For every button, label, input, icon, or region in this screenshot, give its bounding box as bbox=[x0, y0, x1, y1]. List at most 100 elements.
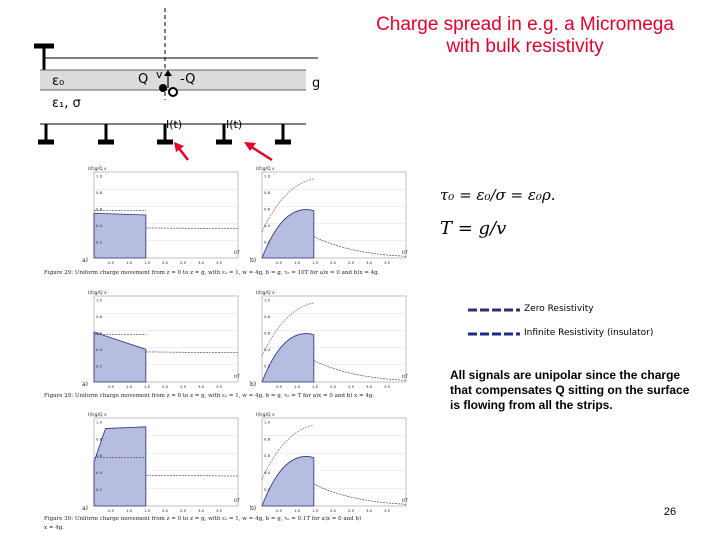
x-axis-label: t/T bbox=[234, 498, 240, 504]
strip-ground-symbols bbox=[38, 124, 291, 145]
title-line-2: with bulk resistivity bbox=[446, 36, 604, 57]
equation-T: T = g/v bbox=[440, 218, 507, 239]
figure-caption-2: Figure 29: Uniform charge movement from … bbox=[44, 393, 375, 399]
x-tick-label: 3.5 bbox=[216, 384, 223, 389]
label-epsilon0: ε₀ bbox=[52, 74, 65, 89]
y-tick-label: 1.0 bbox=[96, 419, 103, 424]
dashed-curve bbox=[145, 227, 239, 230]
x-tick-label: 3.5 bbox=[384, 384, 391, 389]
title-line-1: Charge spread in e.g. a Micromega bbox=[376, 14, 674, 35]
y-tick-label: 1.0 bbox=[96, 173, 103, 178]
y-axis-label: I(t)g/Q v bbox=[88, 290, 107, 296]
y-tick-label: 0.6 bbox=[96, 453, 103, 458]
label-velocity: v bbox=[156, 68, 163, 81]
x-tick-label: 2.0 bbox=[330, 508, 337, 513]
y-tick-label: 0.2 bbox=[96, 239, 103, 244]
x-axis-label: t/T bbox=[402, 498, 408, 504]
x-tick-label: 3.5 bbox=[384, 508, 391, 513]
y-tick-label: 0.6 bbox=[264, 453, 271, 458]
y-tick-label: 0.8 bbox=[264, 190, 271, 195]
label-current-right: I(t) bbox=[226, 118, 243, 131]
y-tick-label: 0.2 bbox=[96, 487, 103, 492]
y-tick-label: 0.4 bbox=[96, 223, 103, 228]
panel-label: a) bbox=[82, 381, 88, 388]
label-charge-neg-q: -Q bbox=[180, 72, 196, 87]
y-tick-label: 0.4 bbox=[96, 347, 103, 352]
panel-label: a) bbox=[82, 505, 88, 512]
signal-area bbox=[261, 456, 315, 507]
x-tick-label: 1.5 bbox=[144, 260, 151, 265]
x-tick-label: 2.5 bbox=[348, 508, 355, 513]
x-tick-label: 1.0 bbox=[294, 260, 301, 265]
x-tick-label: 3.0 bbox=[198, 384, 205, 389]
y-tick-label: 0.2 bbox=[264, 487, 271, 492]
explanation-note: All signals are unipolar since the charg… bbox=[450, 368, 690, 412]
dashed-curve bbox=[261, 302, 314, 357]
y-tick-label: 0.6 bbox=[96, 206, 103, 211]
panel-label: b) bbox=[250, 257, 256, 264]
dashed-curve bbox=[313, 236, 407, 257]
signal-area bbox=[93, 212, 147, 259]
x-tick-label: 3.0 bbox=[198, 508, 205, 513]
y-tick-label: 0.6 bbox=[264, 206, 271, 211]
x-tick-label: 2.5 bbox=[180, 260, 187, 265]
y-axis-label: I(t)g/Q v bbox=[88, 166, 107, 172]
x-tick-label: 1.0 bbox=[294, 384, 301, 389]
figure-caption-3b: x = 4g. bbox=[44, 525, 64, 531]
x-tick-label: 1.5 bbox=[144, 508, 151, 513]
y-tick-label: 0.8 bbox=[96, 314, 103, 319]
dashed-curve bbox=[313, 360, 407, 381]
x-tick-label: 2.0 bbox=[330, 384, 337, 389]
x-tick-label: 3.5 bbox=[216, 260, 223, 265]
panel-label: b) bbox=[250, 381, 256, 388]
x-tick-label: 2.5 bbox=[180, 508, 187, 513]
y-axis-label: I(t)g/Q v bbox=[88, 412, 107, 418]
dashed-curve bbox=[261, 424, 314, 480]
top-ground-symbol bbox=[34, 43, 54, 70]
x-axis-label: t/T bbox=[402, 250, 408, 256]
y-tick-label: 0.8 bbox=[264, 436, 271, 441]
figure-caption-1: Figure 29: Uniform charge movement from … bbox=[44, 270, 380, 276]
panel-label: b) bbox=[250, 505, 256, 512]
x-tick-label: 3.0 bbox=[198, 260, 205, 265]
legend-lines bbox=[468, 308, 520, 336]
x-tick-label: 1.5 bbox=[312, 384, 319, 389]
x-tick-label: 3.5 bbox=[216, 508, 223, 513]
signal-area bbox=[93, 426, 147, 507]
y-tick-label: 0.2 bbox=[96, 363, 103, 368]
x-tick-label: 1.5 bbox=[312, 260, 319, 265]
x-tick-label: 2.5 bbox=[348, 384, 355, 389]
x-tick-label: 0.5 bbox=[108, 384, 115, 389]
y-axis-label: I(t)g/Q v bbox=[256, 166, 275, 172]
x-tick-label: 1.5 bbox=[312, 508, 319, 513]
signal-area bbox=[93, 331, 147, 383]
x-tick-label: 3.0 bbox=[366, 508, 373, 513]
y-tick-label: 1.0 bbox=[96, 297, 103, 302]
x-tick-label: 3.0 bbox=[366, 260, 373, 265]
y-axis-label: I(t)g/Q v bbox=[256, 412, 275, 418]
x-tick-label: 2.0 bbox=[162, 260, 169, 265]
x-tick-label: 0.5 bbox=[276, 260, 283, 265]
x-tick-label: 2.5 bbox=[348, 260, 355, 265]
panel-label: a) bbox=[82, 257, 88, 264]
x-axis-label: t/T bbox=[234, 250, 240, 256]
x-tick-label: 1.0 bbox=[294, 508, 301, 513]
x-tick-label: 1.0 bbox=[126, 384, 133, 389]
x-axis-label: t/T bbox=[402, 374, 408, 380]
x-tick-label: 3.5 bbox=[384, 260, 391, 265]
red-arrow-right bbox=[244, 142, 273, 162]
label-epsilon1-sigma: ε₁, σ bbox=[52, 96, 81, 111]
dashed-curve bbox=[261, 178, 314, 233]
y-tick-label: 0.6 bbox=[264, 330, 271, 335]
y-axis-label: I(t)g/Q v bbox=[256, 290, 275, 296]
equation-tau: τ₀ = ε₀/σ = ε₀ρ. bbox=[440, 186, 556, 204]
detector-schematic bbox=[34, 8, 318, 162]
label-current-left: I(t) bbox=[166, 118, 183, 131]
x-tick-label: 1.5 bbox=[144, 384, 151, 389]
signal-area bbox=[261, 333, 315, 383]
x-tick-label: 1.0 bbox=[126, 508, 133, 513]
legend-label-infinite-resistivity: Infinite Resistivity (insulator) bbox=[524, 328, 654, 338]
y-tick-label: 0.8 bbox=[96, 190, 103, 195]
